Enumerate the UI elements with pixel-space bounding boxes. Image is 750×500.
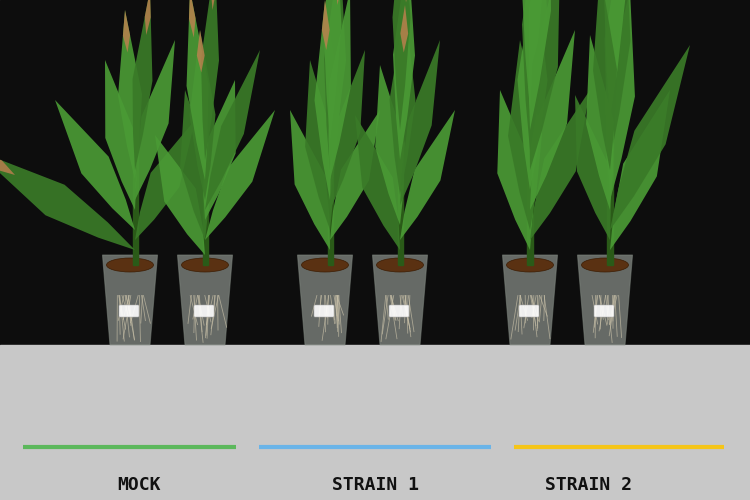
Polygon shape [575,95,610,240]
Polygon shape [530,30,575,210]
Ellipse shape [581,258,628,272]
Polygon shape [145,0,151,35]
Polygon shape [322,0,330,50]
Polygon shape [155,135,205,255]
Ellipse shape [376,258,424,272]
Polygon shape [211,0,216,10]
Polygon shape [604,0,631,160]
FancyBboxPatch shape [594,305,614,317]
Polygon shape [55,100,135,230]
Polygon shape [323,0,341,140]
FancyBboxPatch shape [519,305,539,317]
Polygon shape [503,255,557,345]
Text: STRAIN 1: STRAIN 1 [332,476,419,494]
Ellipse shape [506,258,554,272]
Polygon shape [400,110,455,240]
Text: STRAIN 2: STRAIN 2 [545,476,632,494]
Polygon shape [529,0,551,130]
Polygon shape [305,60,335,230]
Polygon shape [497,90,532,250]
Bar [0,345,750,430]
FancyBboxPatch shape [314,305,334,317]
Polygon shape [203,80,236,220]
Polygon shape [103,255,158,345]
Bar [328,60,332,265]
Polygon shape [400,40,440,205]
Polygon shape [373,255,427,345]
Polygon shape [135,40,175,200]
Polygon shape [393,0,415,160]
Polygon shape [314,0,340,200]
Polygon shape [178,255,232,345]
FancyBboxPatch shape [119,305,139,317]
Polygon shape [375,65,405,225]
Polygon shape [610,45,690,230]
Polygon shape [118,10,142,180]
Polygon shape [586,35,614,210]
Polygon shape [328,0,351,180]
Polygon shape [0,150,135,250]
Polygon shape [205,110,275,240]
Polygon shape [180,90,210,240]
Polygon shape [0,150,15,175]
Ellipse shape [182,258,229,272]
Polygon shape [530,90,590,240]
Bar [202,105,208,265]
Text: MOCK: MOCK [117,476,160,494]
Polygon shape [105,60,136,210]
FancyBboxPatch shape [389,305,409,317]
Polygon shape [521,0,544,110]
Polygon shape [298,255,352,345]
Polygon shape [187,0,209,180]
Polygon shape [518,0,548,190]
Polygon shape [330,50,365,210]
Polygon shape [324,0,346,170]
Polygon shape [196,30,205,72]
Bar [133,120,137,265]
Polygon shape [605,0,635,200]
Polygon shape [392,0,410,130]
Polygon shape [355,115,400,250]
Polygon shape [135,120,195,240]
Polygon shape [400,5,408,52]
Polygon shape [335,0,342,5]
Polygon shape [610,90,670,250]
Polygon shape [201,0,219,160]
Polygon shape [389,5,416,195]
Polygon shape [578,255,632,345]
Bar [398,70,403,265]
Polygon shape [530,0,560,170]
Polygon shape [330,110,380,240]
Ellipse shape [106,258,154,272]
Polygon shape [522,0,548,150]
Polygon shape [190,30,215,200]
Polygon shape [205,50,260,210]
Polygon shape [604,0,626,120]
Polygon shape [593,0,617,170]
FancyBboxPatch shape [194,305,214,317]
Polygon shape [133,0,152,170]
Polygon shape [123,10,130,52]
Polygon shape [404,0,410,2]
Polygon shape [290,110,330,250]
Ellipse shape [302,258,349,272]
Polygon shape [508,40,542,230]
Bar [607,40,613,265]
Polygon shape [189,0,196,38]
Bar [527,30,533,265]
